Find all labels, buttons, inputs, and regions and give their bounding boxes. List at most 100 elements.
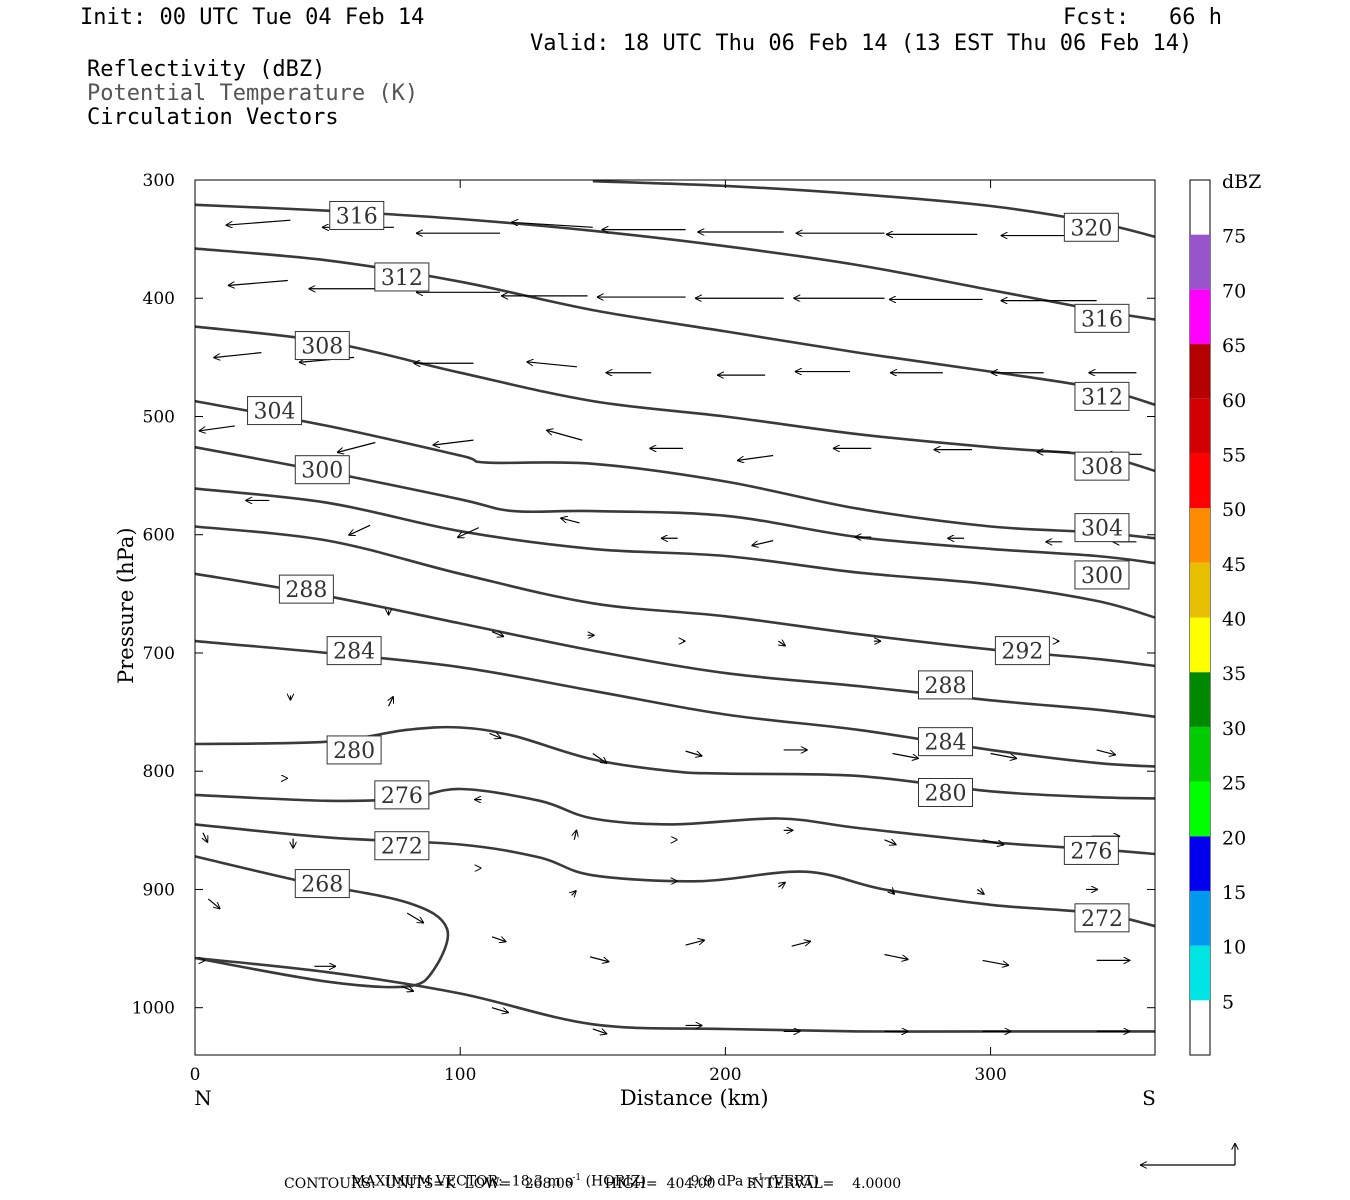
colorbar-swatch <box>1190 617 1210 673</box>
contour-label: 300 <box>294 455 350 485</box>
contour-label-box <box>294 455 350 485</box>
contour-label: 276 <box>1063 835 1119 865</box>
contour-label-text: 304 <box>1081 517 1123 542</box>
y-tick-label: 600 <box>143 526 175 546</box>
vert-exponent: -1 <box>754 1173 764 1183</box>
circulation-vector <box>890 889 895 894</box>
isentrope-296 <box>194 487 1156 619</box>
circulation-vector <box>199 425 235 431</box>
colorbar-swatch <box>1190 453 1210 509</box>
circulation-vector <box>389 696 394 707</box>
colorbar-tick-label: 35 <box>1222 663 1246 685</box>
contour-label-box <box>374 262 430 292</box>
colorbar-swatch <box>1190 836 1210 891</box>
colorbar-tick-label: 65 <box>1222 335 1246 357</box>
isentrope-308 <box>194 325 1156 473</box>
field-reflectivity: Reflectivity (dBZ) <box>87 57 326 82</box>
vert-unit: (VERT) <box>768 1173 820 1190</box>
circulation-vector <box>401 986 414 991</box>
max-horiz: 18.3 m s <box>511 1173 573 1190</box>
contour-label-text: 316 <box>336 204 378 229</box>
circulation-vector <box>791 941 811 947</box>
colorbar-swatch <box>1190 398 1210 454</box>
colorbar-swatch <box>1190 344 1210 399</box>
colorbar-tick-label: 75 <box>1222 226 1246 248</box>
circulation-vector <box>982 959 1009 965</box>
contour-label-text: 288 <box>285 578 327 603</box>
circulation-vector <box>226 219 291 225</box>
contour-label: 292 <box>994 636 1050 666</box>
circulation-vector <box>406 912 424 923</box>
contour-label-text: 288 <box>924 674 966 699</box>
contour-label-box <box>1063 835 1119 865</box>
circulation-vector <box>560 518 580 524</box>
colorbar-tick-label: 30 <box>1222 718 1246 740</box>
contour-label: 284 <box>326 636 382 666</box>
contour-label-box <box>917 670 973 700</box>
circulation-vector <box>892 752 918 758</box>
circulation-vector <box>752 540 774 546</box>
colorbar-tick-label: 40 <box>1222 609 1246 631</box>
colorbar-tick-label: 10 <box>1222 937 1246 959</box>
contour-label: 268 <box>294 869 350 899</box>
colorbar-swatch <box>1190 562 1210 618</box>
x-tick-label: 200 <box>709 1065 741 1085</box>
x-tick-label: 300 <box>974 1065 1006 1085</box>
colorbar-tick-label: 70 <box>1222 280 1246 302</box>
contour-label-box <box>994 636 1050 666</box>
contour-label-box <box>1074 513 1130 543</box>
contour-label-box <box>1074 303 1130 333</box>
field-potential-temperature: Potential Temperature (K) <box>87 81 419 106</box>
x-end-label-south: S <box>1142 1086 1156 1110</box>
colorbar-swatch <box>1190 945 1210 1001</box>
y-tick-label: 500 <box>143 407 175 427</box>
contour-label-text: 304 <box>254 400 296 425</box>
x-end-label-north: N <box>194 1086 212 1110</box>
circulation-vector <box>489 733 501 738</box>
circulation-vector <box>491 632 504 637</box>
circulation-vector <box>213 352 262 358</box>
contour-label-box <box>1063 212 1119 242</box>
circulation-vector <box>546 430 583 441</box>
colorbar-tick-label: 45 <box>1222 554 1246 576</box>
circulation-vector <box>884 840 897 845</box>
max-vector-line: MAXIMUM VECTOR: 18.3 m s-1 (HORIZ) 9.9 d… <box>342 1157 819 1190</box>
contour-label-text: 316 <box>1081 307 1123 332</box>
circulation-vector <box>685 940 705 946</box>
colorbar-swatch <box>1190 289 1210 345</box>
circulation-vector <box>526 362 577 368</box>
max-vector-label: MAXIMUM VECTOR: <box>350 1173 503 1190</box>
y-tick-label: 400 <box>143 289 175 309</box>
horiz-exponent: -1 <box>572 1173 582 1183</box>
isentrope-264 <box>194 956 1155 1033</box>
y-tick-label: 300 <box>143 171 175 191</box>
isentrope-288 <box>194 572 1156 719</box>
contour-label-text: 300 <box>1081 564 1123 589</box>
contour-label-box <box>917 727 973 757</box>
y-tick-label: 1000 <box>132 999 175 1019</box>
isentrope-300 <box>194 445 1156 565</box>
circulation-vector <box>433 439 474 445</box>
contour-label-text: 312 <box>1081 385 1123 410</box>
colorbar-swatch <box>1190 508 1210 563</box>
max-vert: 9.9 dPa s <box>690 1173 755 1190</box>
colorbar-tick-label: 15 <box>1222 882 1246 904</box>
contour-label-text: 272 <box>1081 907 1123 932</box>
circulation-vector <box>778 641 785 646</box>
circulation-vector <box>491 1007 509 1013</box>
plot-frame <box>194 179 1156 1056</box>
y-tick-label: 900 <box>143 880 175 900</box>
contour-label-text: 308 <box>301 335 343 360</box>
contour-label: 320 <box>1063 212 1119 242</box>
contour-label-box <box>326 636 382 666</box>
contour-label: 316 <box>329 200 385 230</box>
colorbar-swatch <box>1190 672 1210 727</box>
contour-label-box <box>1074 560 1130 590</box>
reference-vector <box>1140 1143 1235 1165</box>
contour-label: 280 <box>917 778 973 807</box>
contour-label-text: 312 <box>381 266 423 291</box>
x-axis-label: Distance (km) <box>620 1086 769 1110</box>
contour-label: 288 <box>917 670 973 700</box>
circulation-vector <box>337 441 376 453</box>
circulation-vector <box>574 830 576 840</box>
